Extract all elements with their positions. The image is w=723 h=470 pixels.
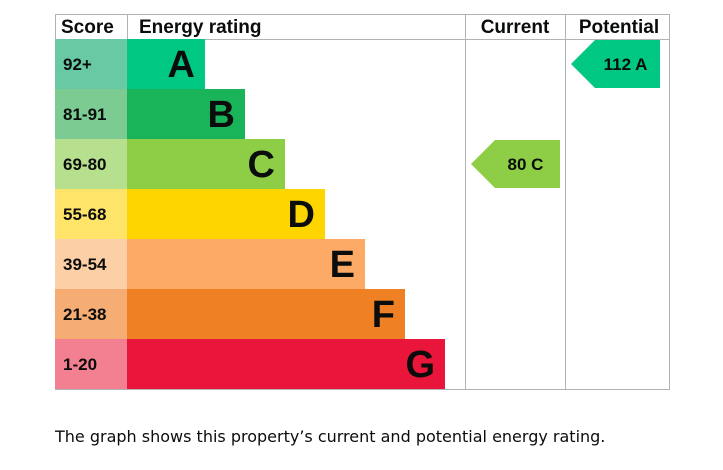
score-range-a: 92+ bbox=[63, 55, 92, 74]
band-letter-d: D bbox=[288, 194, 315, 236]
score-cell-d bbox=[55, 189, 127, 239]
header-energy-rating: Energy rating bbox=[139, 17, 261, 38]
energy-rating-chart: Score Energy rating Current Potential 92… bbox=[55, 14, 670, 390]
header-potential: Potential bbox=[579, 17, 659, 38]
band-letter-g: G bbox=[405, 344, 435, 386]
band-letter-e: E bbox=[330, 244, 355, 286]
score-range-b: 81-91 bbox=[63, 105, 106, 124]
rating-bands: 92+ A 81-91 B 69-80 C 55-68 D 39-54 E 21-38 F 1-20 G bbox=[55, 39, 445, 389]
score-cell-c bbox=[55, 139, 127, 189]
potential-rating-label: 112 A bbox=[604, 55, 648, 74]
score-cell-e bbox=[55, 239, 127, 289]
score-cell-g bbox=[55, 339, 127, 389]
band-bar-c bbox=[127, 139, 285, 189]
score-cell-b bbox=[55, 89, 127, 139]
score-range-f: 21-38 bbox=[63, 305, 106, 324]
band-bar-b bbox=[127, 89, 245, 139]
band-letter-a: A bbox=[168, 44, 195, 86]
band-bar-a bbox=[127, 39, 205, 89]
current-rating-label: 80 C bbox=[508, 155, 544, 174]
header-score: Score bbox=[61, 17, 114, 38]
score-range-c: 69-80 bbox=[63, 155, 106, 174]
score-cell-a bbox=[55, 39, 127, 89]
band-letter-b: B bbox=[208, 94, 235, 136]
header-current: Current bbox=[481, 17, 550, 38]
score-range-g: 1-20 bbox=[63, 355, 97, 374]
score-range-d: 55-68 bbox=[63, 205, 106, 224]
band-letter-c: C bbox=[248, 144, 275, 186]
score-range-e: 39-54 bbox=[63, 255, 107, 274]
current-rating-arrow bbox=[471, 140, 560, 188]
band-bar-d bbox=[127, 189, 325, 239]
band-bar-g bbox=[127, 339, 445, 389]
band-letter-f: F bbox=[372, 294, 395, 336]
potential-rating-arrow bbox=[571, 40, 660, 88]
chart-caption: The graph shows this property’s current … bbox=[55, 427, 606, 446]
rating-markers: 80 C 112 A bbox=[471, 40, 660, 188]
score-cell-f bbox=[55, 289, 127, 339]
band-bar-e bbox=[127, 239, 365, 289]
band-bar-f bbox=[127, 289, 405, 339]
